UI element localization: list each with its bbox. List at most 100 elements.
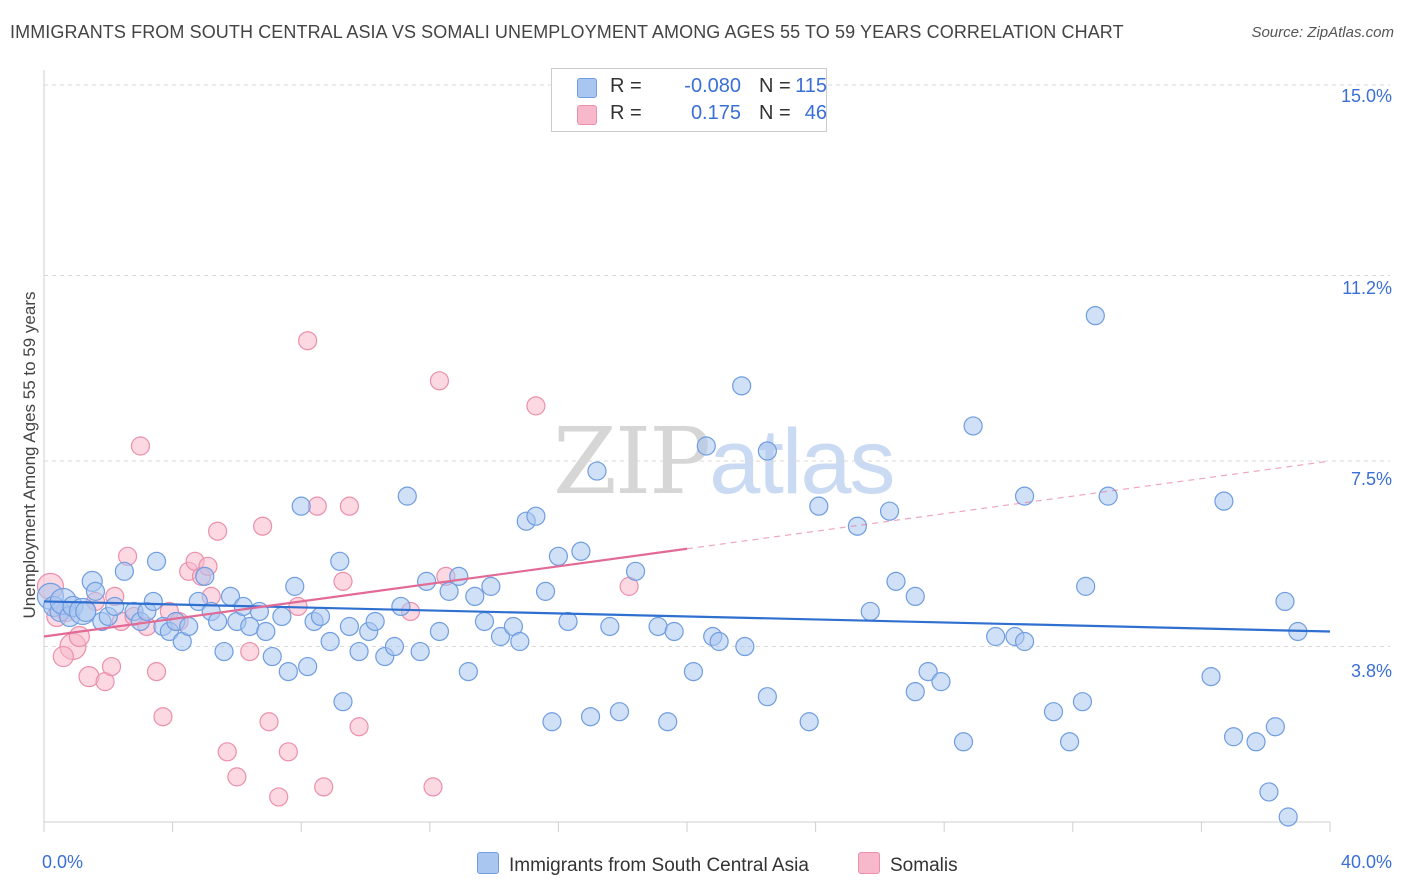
scatter-point-blue — [625, 561, 646, 581]
scatter-point-blue — [365, 611, 385, 632]
y-tick-label: 7.5% — [1350, 469, 1392, 489]
scatter-point-blue — [542, 712, 562, 732]
scatter-point-blue — [298, 656, 318, 677]
scatter-point-blue — [860, 601, 880, 622]
legend-n-label: N = — [759, 102, 791, 124]
scatter-point-blue — [249, 601, 270, 622]
scatter-point-blue — [918, 661, 938, 682]
scatter-point-blue — [548, 546, 569, 566]
scatter-point-pink — [333, 571, 353, 591]
y-tick-label: 11.2% — [1342, 278, 1392, 298]
scatter-point-blue — [600, 616, 620, 637]
scatter-point-blue — [658, 712, 678, 732]
scatter-point-blue — [1098, 486, 1118, 506]
y-tick-label: 15.0% — [1340, 86, 1392, 106]
scatter-point-blue — [1214, 491, 1234, 511]
scatter-point-blue — [1014, 486, 1035, 506]
scatter-point-blue — [429, 621, 450, 642]
scatter-point-pink — [298, 331, 318, 351]
scatter-point-pink — [68, 625, 90, 648]
scatter-point-blue — [648, 616, 668, 637]
scatter-point-blue — [809, 496, 829, 516]
scatter-point-blue — [799, 712, 819, 732]
scatter-point-blue — [449, 566, 469, 586]
scatter-point-blue — [1275, 591, 1295, 612]
bottom-legend-item-pink: Somalis — [858, 852, 958, 876]
scatter-point-blue — [571, 541, 591, 561]
scatter-point-pink — [526, 396, 546, 416]
scatter-point-blue — [696, 436, 716, 456]
scatter-point-blue — [963, 416, 983, 436]
legend-n-label: N = — [759, 75, 791, 97]
scatter-point-blue — [349, 641, 369, 662]
scatter-point-blue — [195, 566, 215, 586]
scatter-point-blue — [1201, 667, 1221, 687]
scatter-point-pink — [153, 707, 173, 727]
scatter-point-blue — [986, 626, 1006, 647]
scatter-point-blue — [278, 661, 298, 682]
scatter-point-pink — [423, 777, 443, 797]
scatter-point-blue — [1278, 807, 1298, 827]
chart-title: IMMIGRANTS FROM SOUTH CENTRAL ASIA VS SO… — [10, 22, 1124, 42]
legend-swatch-blue — [577, 78, 597, 98]
bottom-legend-swatch-blue — [477, 852, 499, 874]
scatter-point-blue — [179, 616, 199, 637]
scatter-point-blue — [1259, 782, 1279, 802]
scatter-point-pink — [52, 645, 74, 668]
scatter-point-pink — [278, 742, 298, 762]
scatter-point-pink — [307, 496, 327, 516]
scatter-point-blue — [333, 692, 353, 712]
scatter-point-pink — [217, 742, 237, 762]
scatter-point-blue — [490, 626, 511, 647]
scatter-point-blue — [208, 611, 228, 632]
bottom-legend-swatch-pink — [858, 852, 880, 874]
scatter-point-blue — [272, 606, 292, 627]
scatter-point-pink — [208, 521, 228, 541]
scatter-point-pink — [227, 767, 247, 787]
scatter-point-pink — [269, 787, 289, 807]
scatter-point-blue — [683, 661, 704, 682]
legend-swatch-pink — [577, 105, 597, 125]
scatter-point-pink — [259, 712, 279, 732]
scatter-point-blue — [757, 441, 777, 461]
scatter-point-blue — [879, 501, 900, 521]
scatter-point-blue — [609, 702, 630, 722]
scatter-point-blue — [709, 631, 729, 652]
scatter-point-blue — [262, 646, 282, 667]
scatter-point-blue — [339, 616, 360, 637]
scatter-point-blue — [291, 496, 311, 516]
scatter-point-blue — [439, 581, 459, 601]
scatter-point-blue — [1072, 692, 1093, 712]
scatter-point-blue — [320, 631, 340, 652]
scatter-point-blue — [526, 506, 546, 526]
watermark-atlas: atlas — [709, 411, 895, 513]
correlation-legend: R = -0.080 N = 115 R = 0.175 N = 46 — [551, 68, 827, 132]
trend-line-extension-pink — [686, 460, 1331, 550]
scatter-point-pink — [240, 641, 260, 662]
scatter-point-pink — [429, 371, 450, 391]
y-tick-label: 3.8% — [1350, 661, 1392, 681]
scatter-point-blue — [953, 732, 974, 752]
legend-r-label: R = — [610, 75, 642, 97]
scatter-point-pink — [253, 516, 273, 536]
scatter-point-blue — [1059, 732, 1080, 752]
scatter-point-blue — [1043, 702, 1064, 722]
scatter-point-blue — [214, 641, 234, 662]
scatter-point-blue — [1014, 631, 1035, 652]
scatter-point-blue — [558, 611, 578, 632]
scatter-point-blue — [587, 461, 607, 481]
scatter-point-blue — [1246, 732, 1266, 752]
scatter-point-blue — [905, 586, 925, 607]
scatter-point-blue — [886, 571, 906, 591]
scatter-point-pink — [130, 436, 151, 456]
scatter-point-blue — [310, 606, 331, 627]
watermark: ZIPatlas — [553, 408, 896, 515]
scatter-point-blue — [458, 661, 478, 682]
scatter-point-blue — [391, 596, 411, 617]
scatter-point-blue — [146, 551, 167, 571]
bottom-legend-item-blue: Immigrants from South Central Asia — [477, 852, 809, 876]
scatter-point-blue — [114, 561, 134, 581]
scatter-point-blue — [410, 641, 430, 662]
legend-r-value: 0.175 — [690, 102, 741, 124]
